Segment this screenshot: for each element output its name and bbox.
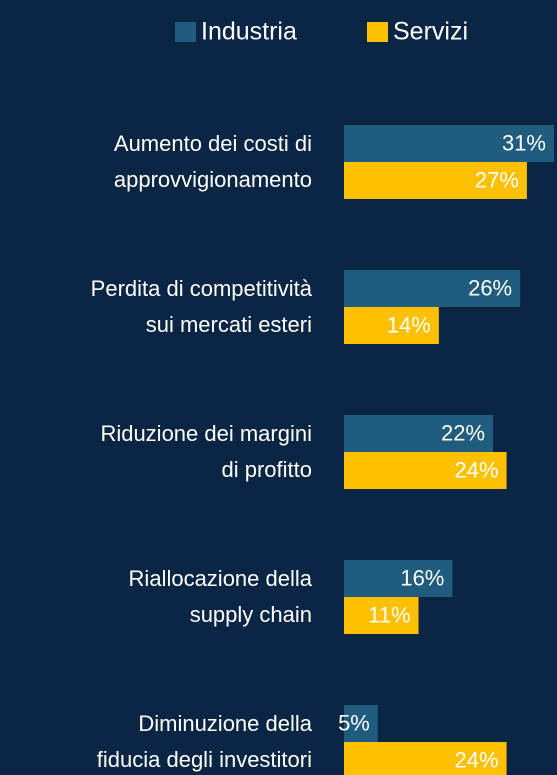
category-label: Perdita di competitività	[91, 276, 313, 301]
legend-label: Servizi	[393, 18, 468, 46]
bar	[344, 125, 554, 162]
legend-swatch	[175, 22, 196, 42]
category-label: approvvigionamento	[114, 167, 312, 192]
value-label: 11%	[368, 602, 410, 627]
value-label: 26%	[468, 275, 512, 300]
category-label: sui mercati esteri	[146, 312, 312, 337]
value-label: 27%	[475, 167, 519, 192]
category-label: Riallocazione della	[129, 566, 313, 591]
bar	[344, 415, 494, 452]
category-label: fiducia degli investitori	[97, 747, 312, 772]
category-label: Riduzione dei margini	[100, 421, 312, 446]
value-label: 16%	[400, 565, 444, 590]
bar	[344, 307, 439, 344]
value-label: 31%	[502, 130, 546, 155]
bar	[344, 452, 507, 489]
value-label: 5%	[338, 710, 370, 735]
category-label: Diminuzione della	[138, 711, 312, 736]
legend-swatch	[367, 22, 388, 42]
legend-label: Industria	[201, 18, 297, 46]
value-label: 24%	[455, 747, 499, 772]
value-label: 24%	[455, 457, 499, 482]
bar	[344, 742, 507, 775]
bar	[344, 162, 527, 199]
category-label: di profitto	[222, 457, 313, 482]
bar	[344, 560, 453, 597]
bar	[344, 597, 419, 634]
category-label: supply chain	[190, 602, 312, 627]
value-label: 14%	[387, 312, 431, 337]
bar	[344, 270, 521, 307]
category-label: Aumento dei costi di	[114, 131, 312, 156]
value-label: 22%	[441, 420, 485, 445]
bar	[344, 705, 378, 742]
